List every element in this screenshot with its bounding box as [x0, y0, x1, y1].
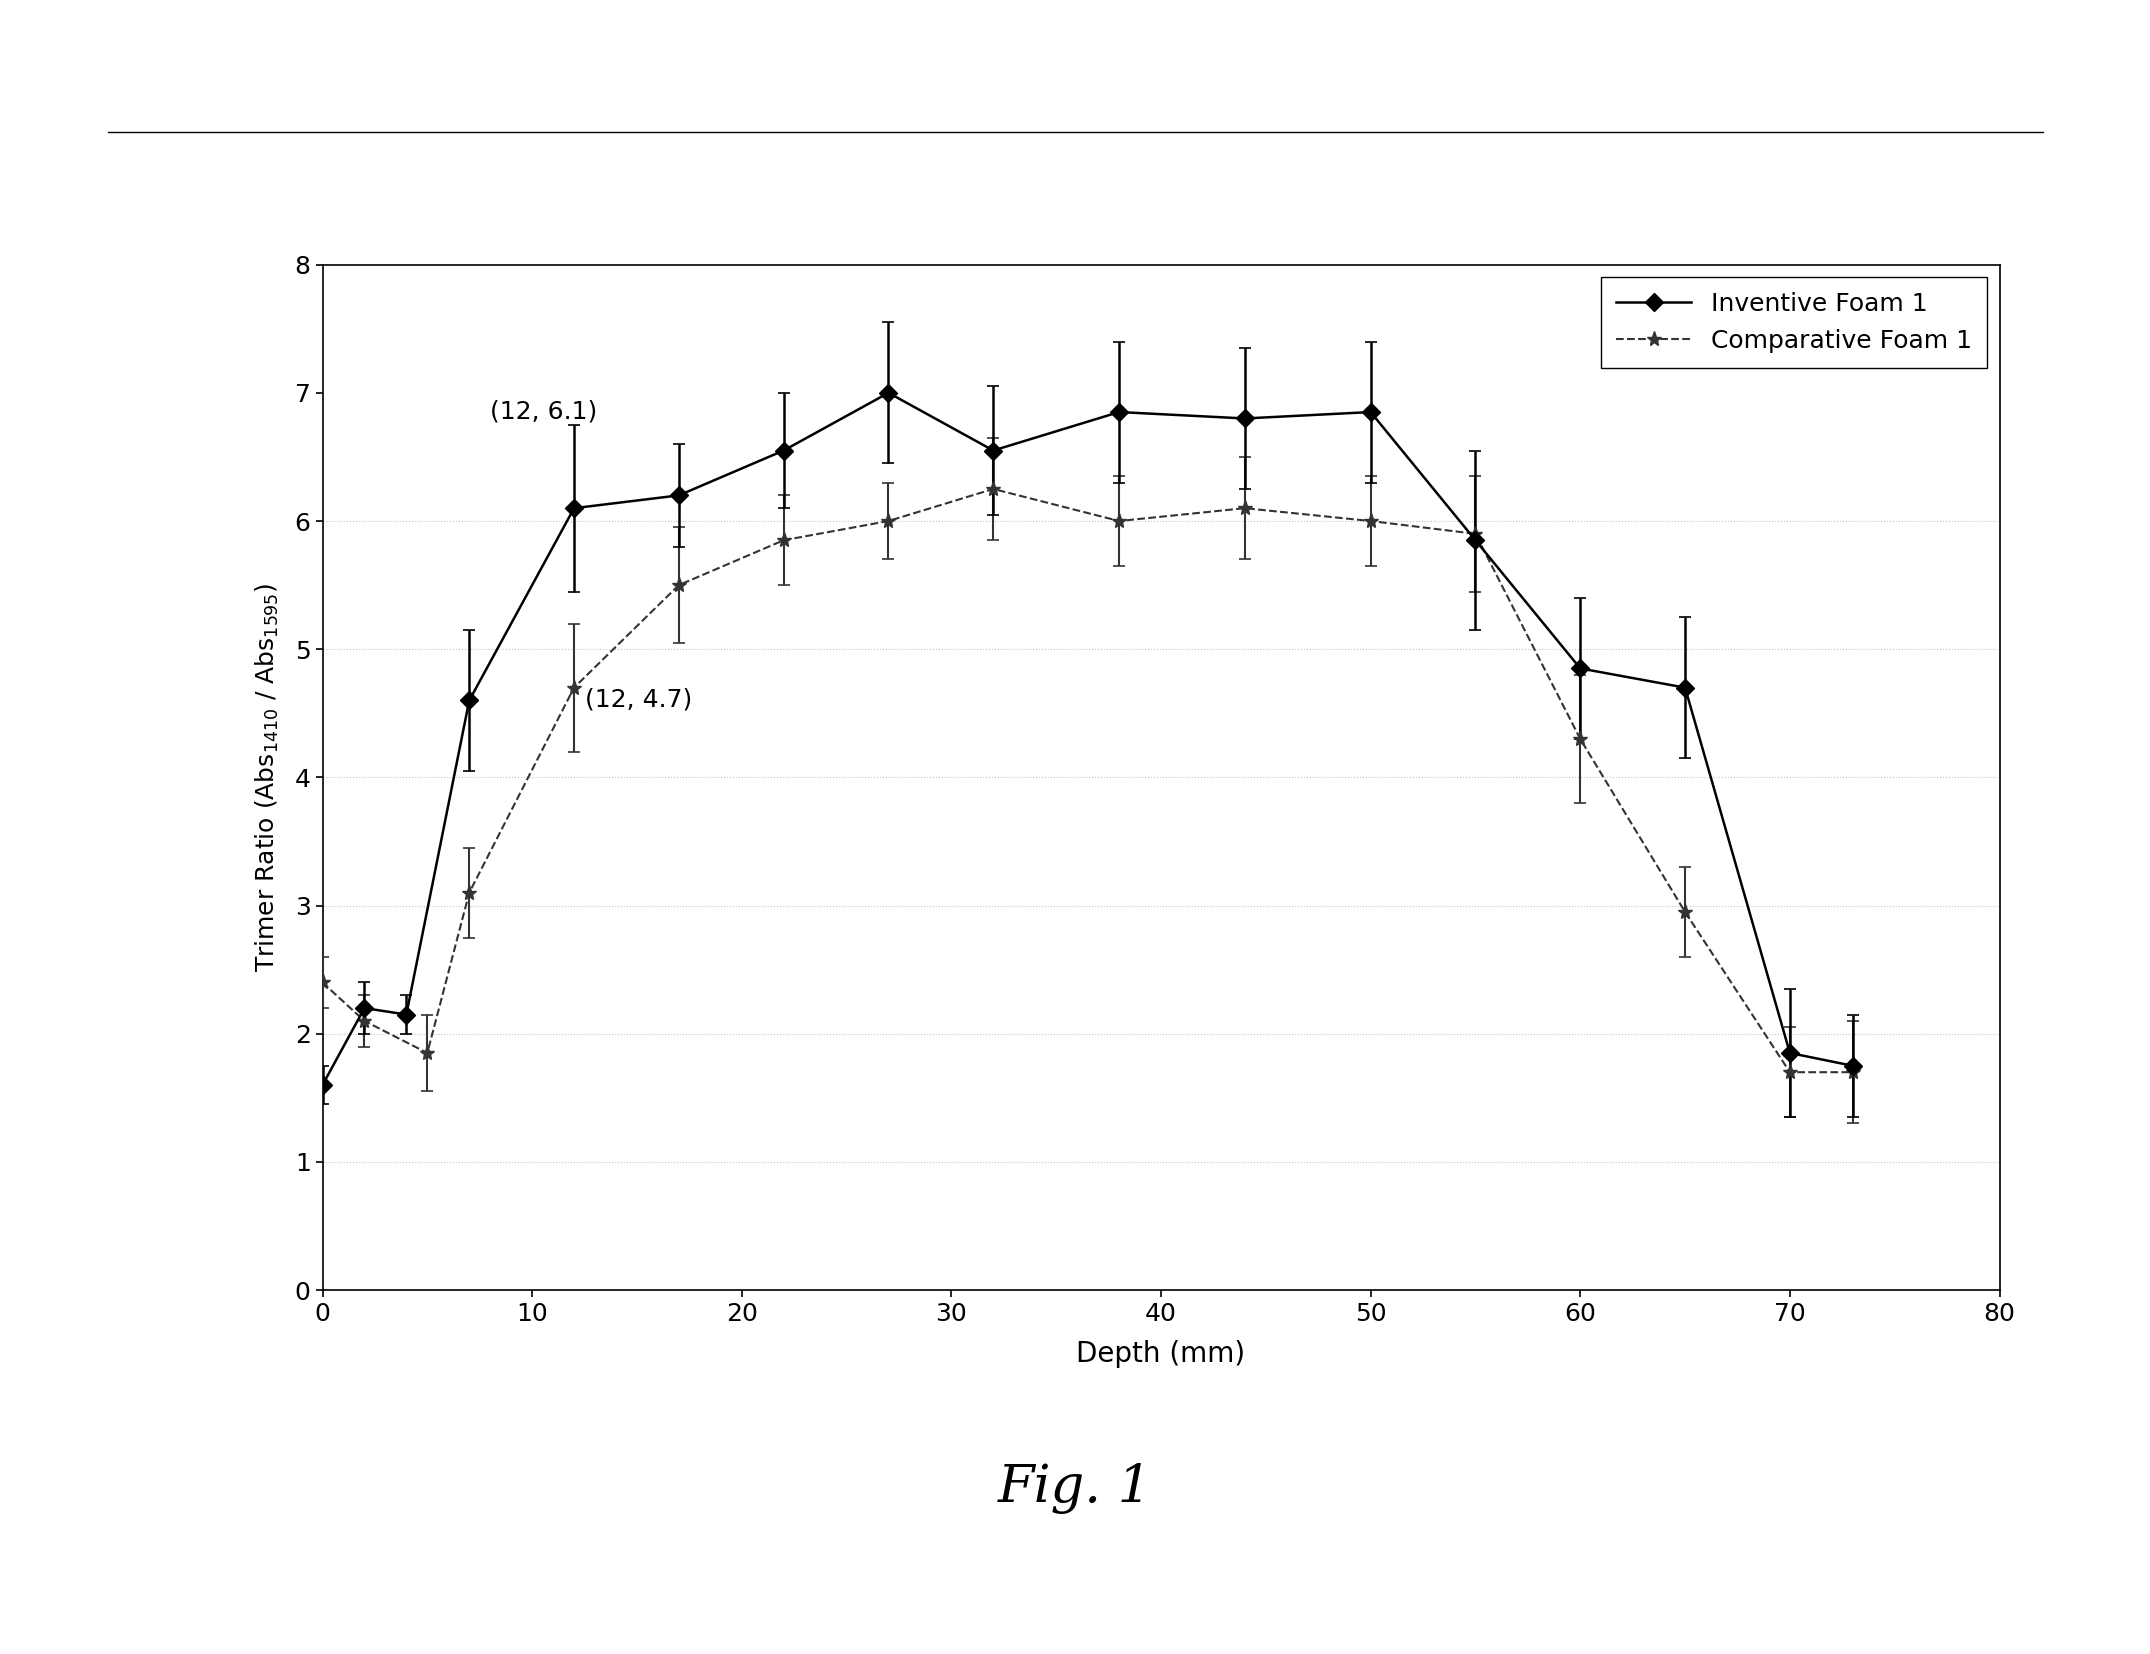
Text: Fig. 1: Fig. 1 — [998, 1464, 1152, 1513]
Text: (12, 4.7): (12, 4.7) — [585, 688, 692, 711]
Legend: Inventive Foam 1, Comparative Foam 1: Inventive Foam 1, Comparative Foam 1 — [1602, 278, 1987, 367]
Text: (12, 6.1): (12, 6.1) — [490, 400, 598, 423]
Y-axis label: Trimer Ratio (Abs$_{1410}$ / Abs$_{1595}$): Trimer Ratio (Abs$_{1410}$ / Abs$_{1595}… — [254, 582, 282, 973]
X-axis label: Depth (mm): Depth (mm) — [1077, 1340, 1245, 1368]
